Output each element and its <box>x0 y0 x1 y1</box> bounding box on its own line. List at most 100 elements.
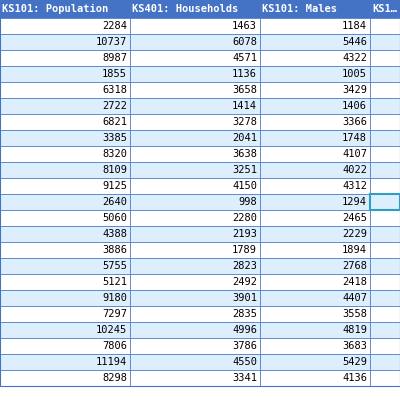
Text: 2229: 2229 <box>342 229 367 239</box>
Text: 1406: 1406 <box>342 101 367 111</box>
Bar <box>130 354 260 370</box>
Bar <box>370 354 400 370</box>
Text: 6318: 6318 <box>102 85 127 95</box>
Text: 2280: 2280 <box>232 213 257 223</box>
Bar <box>0 306 130 322</box>
Bar <box>130 274 260 290</box>
Text: 1463: 1463 <box>232 21 257 31</box>
Bar <box>260 0 370 18</box>
Bar <box>370 178 400 194</box>
Bar <box>0 130 130 146</box>
Text: 2284: 2284 <box>102 21 127 31</box>
Text: 8298: 8298 <box>102 373 127 383</box>
Bar <box>0 338 130 354</box>
Text: 3278: 3278 <box>232 117 257 127</box>
Text: 3886: 3886 <box>102 245 127 255</box>
Text: 4819: 4819 <box>342 325 367 335</box>
Text: 5446: 5446 <box>342 37 367 47</box>
Text: 4550: 4550 <box>232 357 257 367</box>
Bar <box>130 226 260 242</box>
Bar <box>0 274 130 290</box>
Text: 2640: 2640 <box>102 197 127 207</box>
Bar <box>370 114 400 130</box>
Bar <box>0 354 130 370</box>
Bar <box>260 370 370 386</box>
Bar <box>0 322 130 338</box>
Bar <box>130 258 260 274</box>
Text: 3341: 3341 <box>232 373 257 383</box>
Bar <box>130 82 260 98</box>
Bar <box>130 0 260 18</box>
Bar <box>260 82 370 98</box>
Bar <box>130 66 260 82</box>
Bar <box>260 34 370 50</box>
Bar <box>130 306 260 322</box>
Bar <box>0 98 130 114</box>
Bar <box>0 66 130 82</box>
Text: 1414: 1414 <box>232 101 257 111</box>
Bar <box>0 0 130 18</box>
Bar <box>130 210 260 226</box>
Bar <box>0 82 130 98</box>
Bar <box>370 0 400 18</box>
Bar <box>370 242 400 258</box>
Text: 7297: 7297 <box>102 309 127 319</box>
Text: 4022: 4022 <box>342 165 367 175</box>
Text: 3429: 3429 <box>342 85 367 95</box>
Bar <box>260 354 370 370</box>
Text: 8320: 8320 <box>102 149 127 159</box>
Text: 4388: 4388 <box>102 229 127 239</box>
Text: 2823: 2823 <box>232 261 257 271</box>
Bar <box>260 18 370 34</box>
Bar <box>0 226 130 242</box>
Text: 2492: 2492 <box>232 277 257 287</box>
Bar <box>260 130 370 146</box>
Bar <box>260 322 370 338</box>
Text: 8987: 8987 <box>102 53 127 63</box>
Bar <box>260 98 370 114</box>
Bar <box>130 338 260 354</box>
Text: 4107: 4107 <box>342 149 367 159</box>
Text: 11194: 11194 <box>96 357 127 367</box>
Bar <box>370 98 400 114</box>
Text: 3683: 3683 <box>342 341 367 351</box>
Text: 1789: 1789 <box>232 245 257 255</box>
Bar <box>260 178 370 194</box>
Bar <box>260 274 370 290</box>
Bar <box>260 338 370 354</box>
Bar <box>260 114 370 130</box>
Bar <box>0 290 130 306</box>
Bar <box>260 162 370 178</box>
Text: 2722: 2722 <box>102 101 127 111</box>
Text: 1005: 1005 <box>342 69 367 79</box>
Text: 8109: 8109 <box>102 165 127 175</box>
Bar <box>370 258 400 274</box>
Text: 6078: 6078 <box>232 37 257 47</box>
Text: 3385: 3385 <box>102 133 127 143</box>
Text: 2835: 2835 <box>232 309 257 319</box>
Text: 4136: 4136 <box>342 373 367 383</box>
Text: 5429: 5429 <box>342 357 367 367</box>
Text: 1894: 1894 <box>342 245 367 255</box>
Text: KS101: Population: KS101: Population <box>2 4 108 14</box>
Text: 4150: 4150 <box>232 181 257 191</box>
Text: 3901: 3901 <box>232 293 257 303</box>
Bar <box>260 194 370 210</box>
Text: 1136: 1136 <box>232 69 257 79</box>
Bar <box>260 210 370 226</box>
Text: 998: 998 <box>238 197 257 207</box>
Text: 9180: 9180 <box>102 293 127 303</box>
Text: 1748: 1748 <box>342 133 367 143</box>
Text: 2465: 2465 <box>342 213 367 223</box>
Bar <box>370 18 400 34</box>
Bar <box>370 338 400 354</box>
Bar <box>130 34 260 50</box>
Bar <box>130 98 260 114</box>
Bar <box>0 242 130 258</box>
Bar <box>130 162 260 178</box>
Bar <box>370 306 400 322</box>
Bar <box>0 146 130 162</box>
Bar <box>370 274 400 290</box>
Text: 1184: 1184 <box>342 21 367 31</box>
Text: 3251: 3251 <box>232 165 257 175</box>
